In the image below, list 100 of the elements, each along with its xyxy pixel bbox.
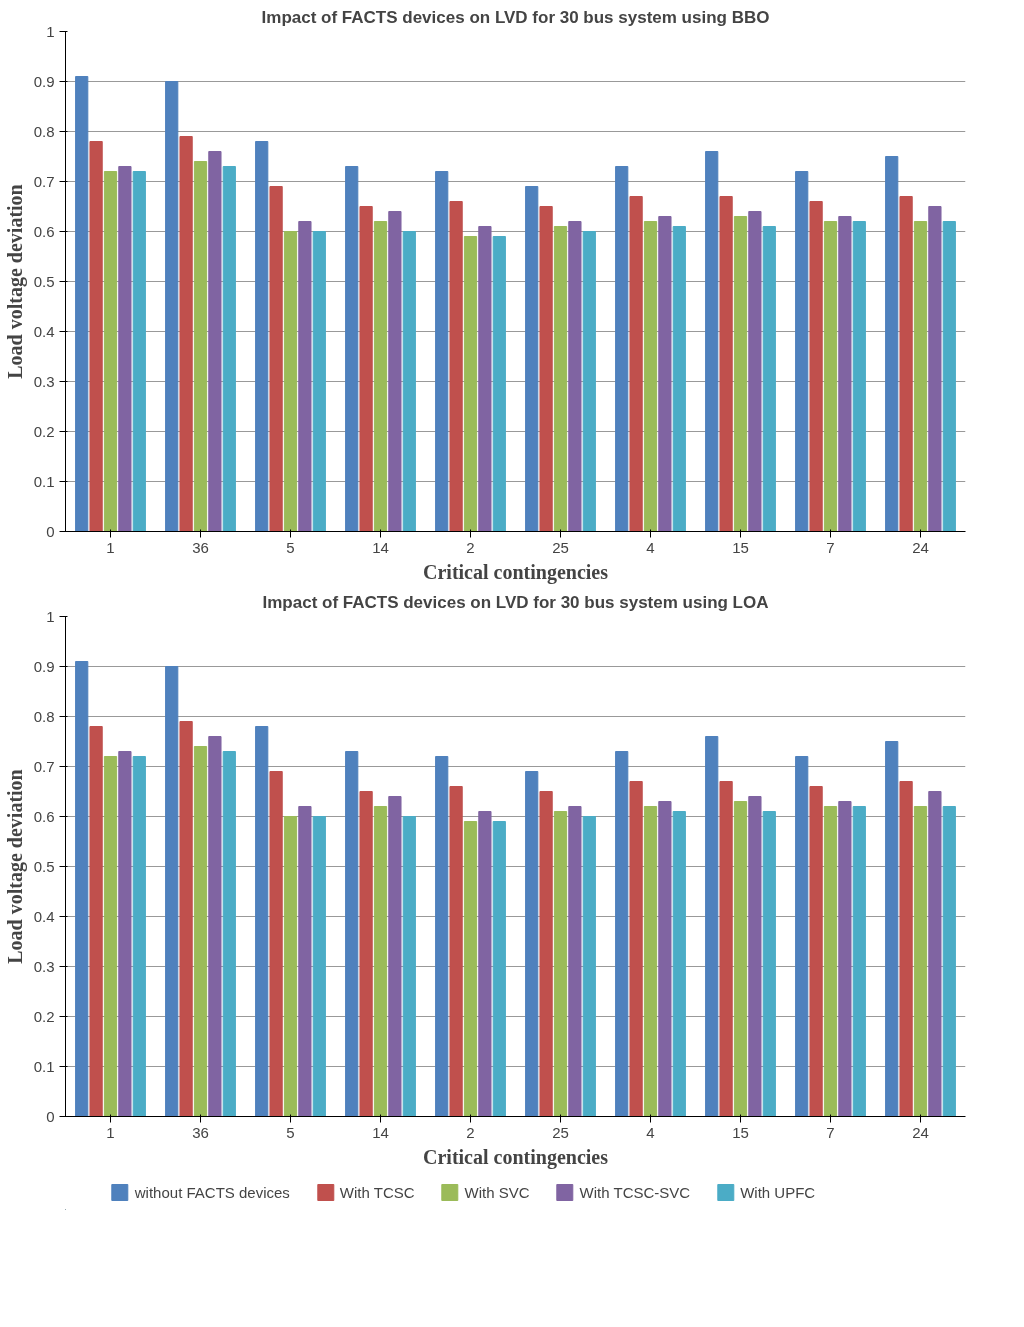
x-tick-label: 24 (912, 538, 929, 556)
bar (568, 806, 582, 1117)
y-tick-label: 0.6 (33, 807, 55, 825)
bar (492, 236, 506, 532)
bar (942, 806, 956, 1117)
bar (658, 801, 672, 1117)
bar (615, 751, 629, 1117)
y-tick-label: 0 (46, 522, 55, 540)
bar (885, 156, 899, 532)
y-tick-label: 1 (46, 607, 55, 625)
bar (435, 756, 449, 1117)
bar (222, 166, 236, 532)
bar (539, 206, 553, 532)
bar (838, 801, 852, 1117)
bar (103, 756, 118, 1117)
bar (283, 816, 298, 1117)
bar (795, 171, 809, 532)
bar (373, 806, 388, 1117)
bar (672, 811, 686, 1117)
y-tick-label: 0.5 (33, 857, 55, 875)
bar (118, 166, 132, 532)
bar (629, 196, 643, 532)
bar (823, 221, 838, 532)
x-tick-label: 14 (372, 1123, 389, 1141)
y-tick-label: 0.4 (33, 322, 55, 340)
bar (852, 221, 866, 532)
bar (402, 231, 416, 532)
y-tick-label: 0.8 (33, 707, 55, 725)
bar (359, 206, 373, 532)
bar (478, 226, 492, 532)
bar (312, 816, 326, 1117)
bar (582, 231, 596, 532)
bar (345, 751, 359, 1117)
x-tick-label: 25 (552, 1123, 569, 1141)
x-tick-label: 5 (286, 538, 295, 556)
bar (629, 781, 643, 1117)
bar (913, 221, 928, 532)
y-tick-label: 0.7 (33, 757, 55, 775)
y-tick-label: 0.5 (33, 272, 55, 290)
y-tick-label: 0.7 (33, 172, 55, 190)
bar (748, 796, 762, 1117)
chart-title: Impact of FACTS devices on LVD for 30 bus system using LOA (262, 592, 769, 612)
y-tick-label: 0.8 (33, 122, 55, 140)
y-tick-label: 0.1 (33, 1057, 55, 1075)
x-tick-label: 25 (552, 538, 569, 556)
bar (75, 661, 89, 1117)
bar (525, 771, 539, 1117)
bar (89, 141, 103, 532)
legend-label: With TCSC (339, 1183, 415, 1201)
bar (132, 756, 146, 1117)
bar (643, 221, 658, 532)
bar (885, 741, 899, 1117)
y-tick-label: 0 (46, 1107, 55, 1125)
legend-label: With UPFC (740, 1183, 816, 1201)
bar (359, 791, 373, 1117)
bar (838, 216, 852, 532)
x-tick-label: 15 (732, 1123, 749, 1141)
bar (553, 811, 568, 1117)
bar (298, 221, 312, 532)
bar (733, 216, 748, 532)
x-tick-label: 36 (192, 538, 209, 556)
bar (449, 201, 463, 532)
bar (809, 786, 823, 1117)
bar (373, 221, 388, 532)
y-tick-label: 0.9 (33, 72, 55, 90)
bar (672, 226, 686, 532)
bar (208, 736, 222, 1117)
bar (553, 226, 568, 532)
x-axis-title: Critical contingencies (423, 560, 609, 584)
bar (762, 226, 776, 532)
bar (132, 171, 146, 532)
x-tick-label: 36 (192, 1123, 209, 1141)
y-tick-label: 0.2 (33, 422, 55, 440)
legend-label: without FACTS devices (134, 1183, 290, 1201)
bar (193, 746, 208, 1117)
bar (525, 186, 539, 532)
bar (705, 151, 719, 532)
bar (435, 171, 449, 532)
legend-label: With TCSC-SVC (579, 1183, 691, 1201)
bar (913, 806, 928, 1117)
bar (568, 221, 582, 532)
bar (928, 206, 942, 532)
bar (795, 756, 809, 1117)
bar (582, 816, 596, 1117)
bar (449, 786, 463, 1117)
chart-title: Impact of FACTS devices on LVD for 30 bus system using BBO (261, 7, 770, 27)
bar (539, 791, 553, 1117)
x-tick-label: 2 (466, 1123, 475, 1141)
x-tick-label: 5 (286, 1123, 295, 1141)
bar (388, 796, 402, 1117)
bar (255, 141, 269, 532)
bar (705, 736, 719, 1117)
bar (89, 726, 103, 1117)
bar (823, 806, 838, 1117)
bar (179, 721, 193, 1117)
x-tick-label: 14 (372, 538, 389, 556)
x-tick-label: 4 (646, 538, 655, 556)
bar (899, 781, 913, 1117)
x-tick-label: 1 (106, 538, 115, 556)
y-tick-label: 1 (46, 22, 55, 40)
